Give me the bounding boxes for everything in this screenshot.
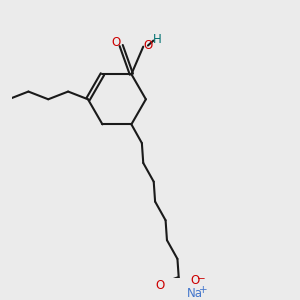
- Text: Na: Na: [188, 286, 203, 300]
- Text: +: +: [199, 285, 207, 295]
- Text: O: O: [143, 39, 153, 52]
- Text: H: H: [152, 33, 161, 46]
- Text: O: O: [155, 279, 164, 292]
- Text: O: O: [191, 274, 200, 287]
- Text: −: −: [196, 274, 205, 284]
- Text: O: O: [112, 36, 121, 49]
